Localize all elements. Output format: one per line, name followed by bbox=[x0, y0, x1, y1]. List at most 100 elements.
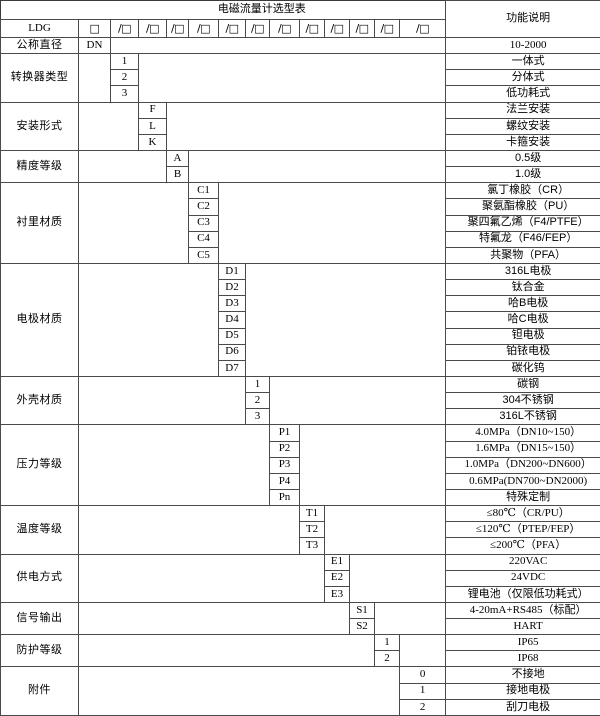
code-cell-E1[interactable]: E1 bbox=[324, 553, 350, 571]
model-box-cell-5[interactable]: /□ bbox=[218, 19, 246, 38]
code-cell-2[interactable]: 2 bbox=[245, 392, 270, 410]
code-cell-E3[interactable]: E3 bbox=[324, 585, 350, 603]
code-cell-C1[interactable]: C1 bbox=[188, 182, 219, 200]
code-cell-C2[interactable]: C2 bbox=[188, 198, 219, 216]
code-cell-S2[interactable]: S2 bbox=[349, 618, 375, 636]
spacer-cell bbox=[166, 134, 189, 151]
code-cell-L[interactable]: L bbox=[138, 117, 167, 135]
model-box-cell-2[interactable]: /□ bbox=[138, 19, 167, 38]
code-cell-P2[interactable]: P2 bbox=[269, 440, 300, 458]
spacer-cell bbox=[375, 473, 400, 489]
spacer-cell bbox=[400, 635, 446, 651]
spacer-cell bbox=[188, 166, 219, 184]
model-box-cell-10[interactable]: /□ bbox=[349, 19, 375, 38]
model-box-cell-0[interactable]: □ bbox=[78, 19, 111, 38]
spacer-cell bbox=[218, 134, 246, 151]
code-cell-D2[interactable]: D2 bbox=[218, 279, 246, 297]
spacer-cell bbox=[350, 457, 375, 473]
spacer-cell bbox=[270, 312, 300, 328]
code-cell-A[interactable]: A bbox=[166, 149, 189, 168]
code-cell-K[interactable]: K bbox=[138, 133, 167, 151]
spacer-cell bbox=[269, 134, 300, 151]
model-box-cell-12[interactable]: /□ bbox=[398, 19, 447, 38]
spacer-cell bbox=[350, 393, 375, 409]
spacer-cell bbox=[219, 425, 246, 441]
spacer-cell bbox=[78, 424, 111, 442]
code-cell-Pn[interactable]: Pn bbox=[269, 488, 300, 507]
code-cell-3[interactable]: 3 bbox=[110, 85, 139, 103]
code-cell-B[interactable]: B bbox=[166, 166, 189, 184]
code-cell-D5[interactable]: D5 bbox=[218, 327, 246, 345]
table-row: 压力等级 P1 4.0MPa（DN10~150） bbox=[0, 424, 600, 507]
code-cell-C5[interactable]: C5 bbox=[188, 246, 219, 264]
code-cell-2[interactable]: 2 bbox=[398, 698, 447, 716]
code-cell-T2[interactable]: T2 bbox=[299, 521, 325, 539]
spacer-cell bbox=[349, 360, 375, 377]
spacer-cell bbox=[167, 635, 189, 651]
spacer-cell bbox=[139, 393, 167, 409]
spacer-cell bbox=[375, 683, 400, 699]
spacer-cell bbox=[375, 118, 400, 134]
model-box-cell-9[interactable]: /□ bbox=[324, 19, 350, 38]
spacer-cell bbox=[189, 296, 219, 312]
code-cell-P3[interactable]: P3 bbox=[269, 456, 300, 474]
code-cell-E2[interactable]: E2 bbox=[324, 569, 350, 587]
code-cell-2[interactable]: 2 bbox=[374, 650, 400, 668]
code-cell-T1[interactable]: T1 bbox=[299, 505, 325, 523]
spacer-cell bbox=[111, 296, 139, 312]
code-cell-F[interactable]: F bbox=[138, 101, 167, 119]
code-cell-2[interactable]: 2 bbox=[110, 69, 139, 87]
spacer-cell bbox=[167, 441, 189, 457]
code-cell-1[interactable]: 1 bbox=[110, 53, 139, 71]
code-cell-DN[interactable]: DN bbox=[78, 36, 111, 55]
code-cell-1[interactable]: 1 bbox=[398, 682, 447, 700]
code-cell-C4[interactable]: C4 bbox=[188, 230, 219, 248]
spacer-cell bbox=[350, 215, 375, 231]
code-cell-D1[interactable]: D1 bbox=[218, 262, 246, 281]
code-cell-1[interactable]: 1 bbox=[374, 634, 400, 652]
spacer-cell bbox=[111, 231, 139, 247]
model-box-cell-1[interactable]: /□ bbox=[110, 19, 139, 38]
code-cell-D3[interactable]: D3 bbox=[218, 295, 246, 313]
spacer-cell bbox=[78, 521, 111, 538]
code-cell-D6[interactable]: D6 bbox=[218, 343, 246, 361]
model-box-cell-8[interactable]: /□ bbox=[299, 19, 325, 38]
spacer-cell bbox=[219, 506, 246, 522]
spacer-cell bbox=[78, 328, 111, 345]
code-cell-3[interactable]: 3 bbox=[245, 408, 270, 426]
spacer-cell bbox=[139, 54, 167, 70]
spacer-cell bbox=[300, 570, 325, 586]
spacer-cell bbox=[139, 150, 167, 166]
spacer-cell bbox=[269, 247, 300, 264]
spacer-cell bbox=[350, 199, 375, 215]
model-box-cell-11[interactable]: /□ bbox=[374, 19, 400, 38]
spacer-cell bbox=[78, 53, 111, 70]
spacer-cell bbox=[219, 683, 246, 699]
model-box-cell-4[interactable]: /□ bbox=[188, 19, 219, 38]
spacer-cell bbox=[219, 522, 246, 538]
spacer-cell bbox=[139, 457, 167, 473]
code-cell-D7[interactable]: D7 bbox=[218, 359, 246, 377]
spacer-cell bbox=[138, 618, 167, 636]
model-box-cell-6[interactable]: /□ bbox=[245, 19, 270, 38]
spacer-cell bbox=[110, 586, 139, 603]
spacer-cell bbox=[350, 506, 375, 522]
code-cell-0[interactable]: 0 bbox=[398, 666, 447, 684]
spacer-cell bbox=[374, 247, 400, 264]
spacer-cell bbox=[167, 54, 189, 70]
code-cell-D4[interactable]: D4 bbox=[218, 311, 246, 329]
spacer-cell bbox=[139, 635, 167, 651]
spacer-cell bbox=[300, 312, 325, 328]
spacer-cell bbox=[270, 393, 300, 409]
code-cell-S1[interactable]: S1 bbox=[349, 601, 375, 620]
model-box-cell-3[interactable]: /□ bbox=[166, 19, 189, 38]
spacer-cell bbox=[400, 215, 446, 231]
spacer-cell bbox=[138, 85, 167, 103]
model-box-cell-7[interactable]: /□ bbox=[269, 19, 300, 38]
code-cell-C3[interactable]: C3 bbox=[188, 214, 219, 232]
code-cell-1[interactable]: 1 bbox=[245, 375, 270, 394]
spacer-cell bbox=[400, 393, 446, 409]
code-cell-T3[interactable]: T3 bbox=[299, 537, 325, 555]
code-cell-P4[interactable]: P4 bbox=[269, 472, 300, 490]
code-cell-P1[interactable]: P1 bbox=[269, 424, 300, 442]
